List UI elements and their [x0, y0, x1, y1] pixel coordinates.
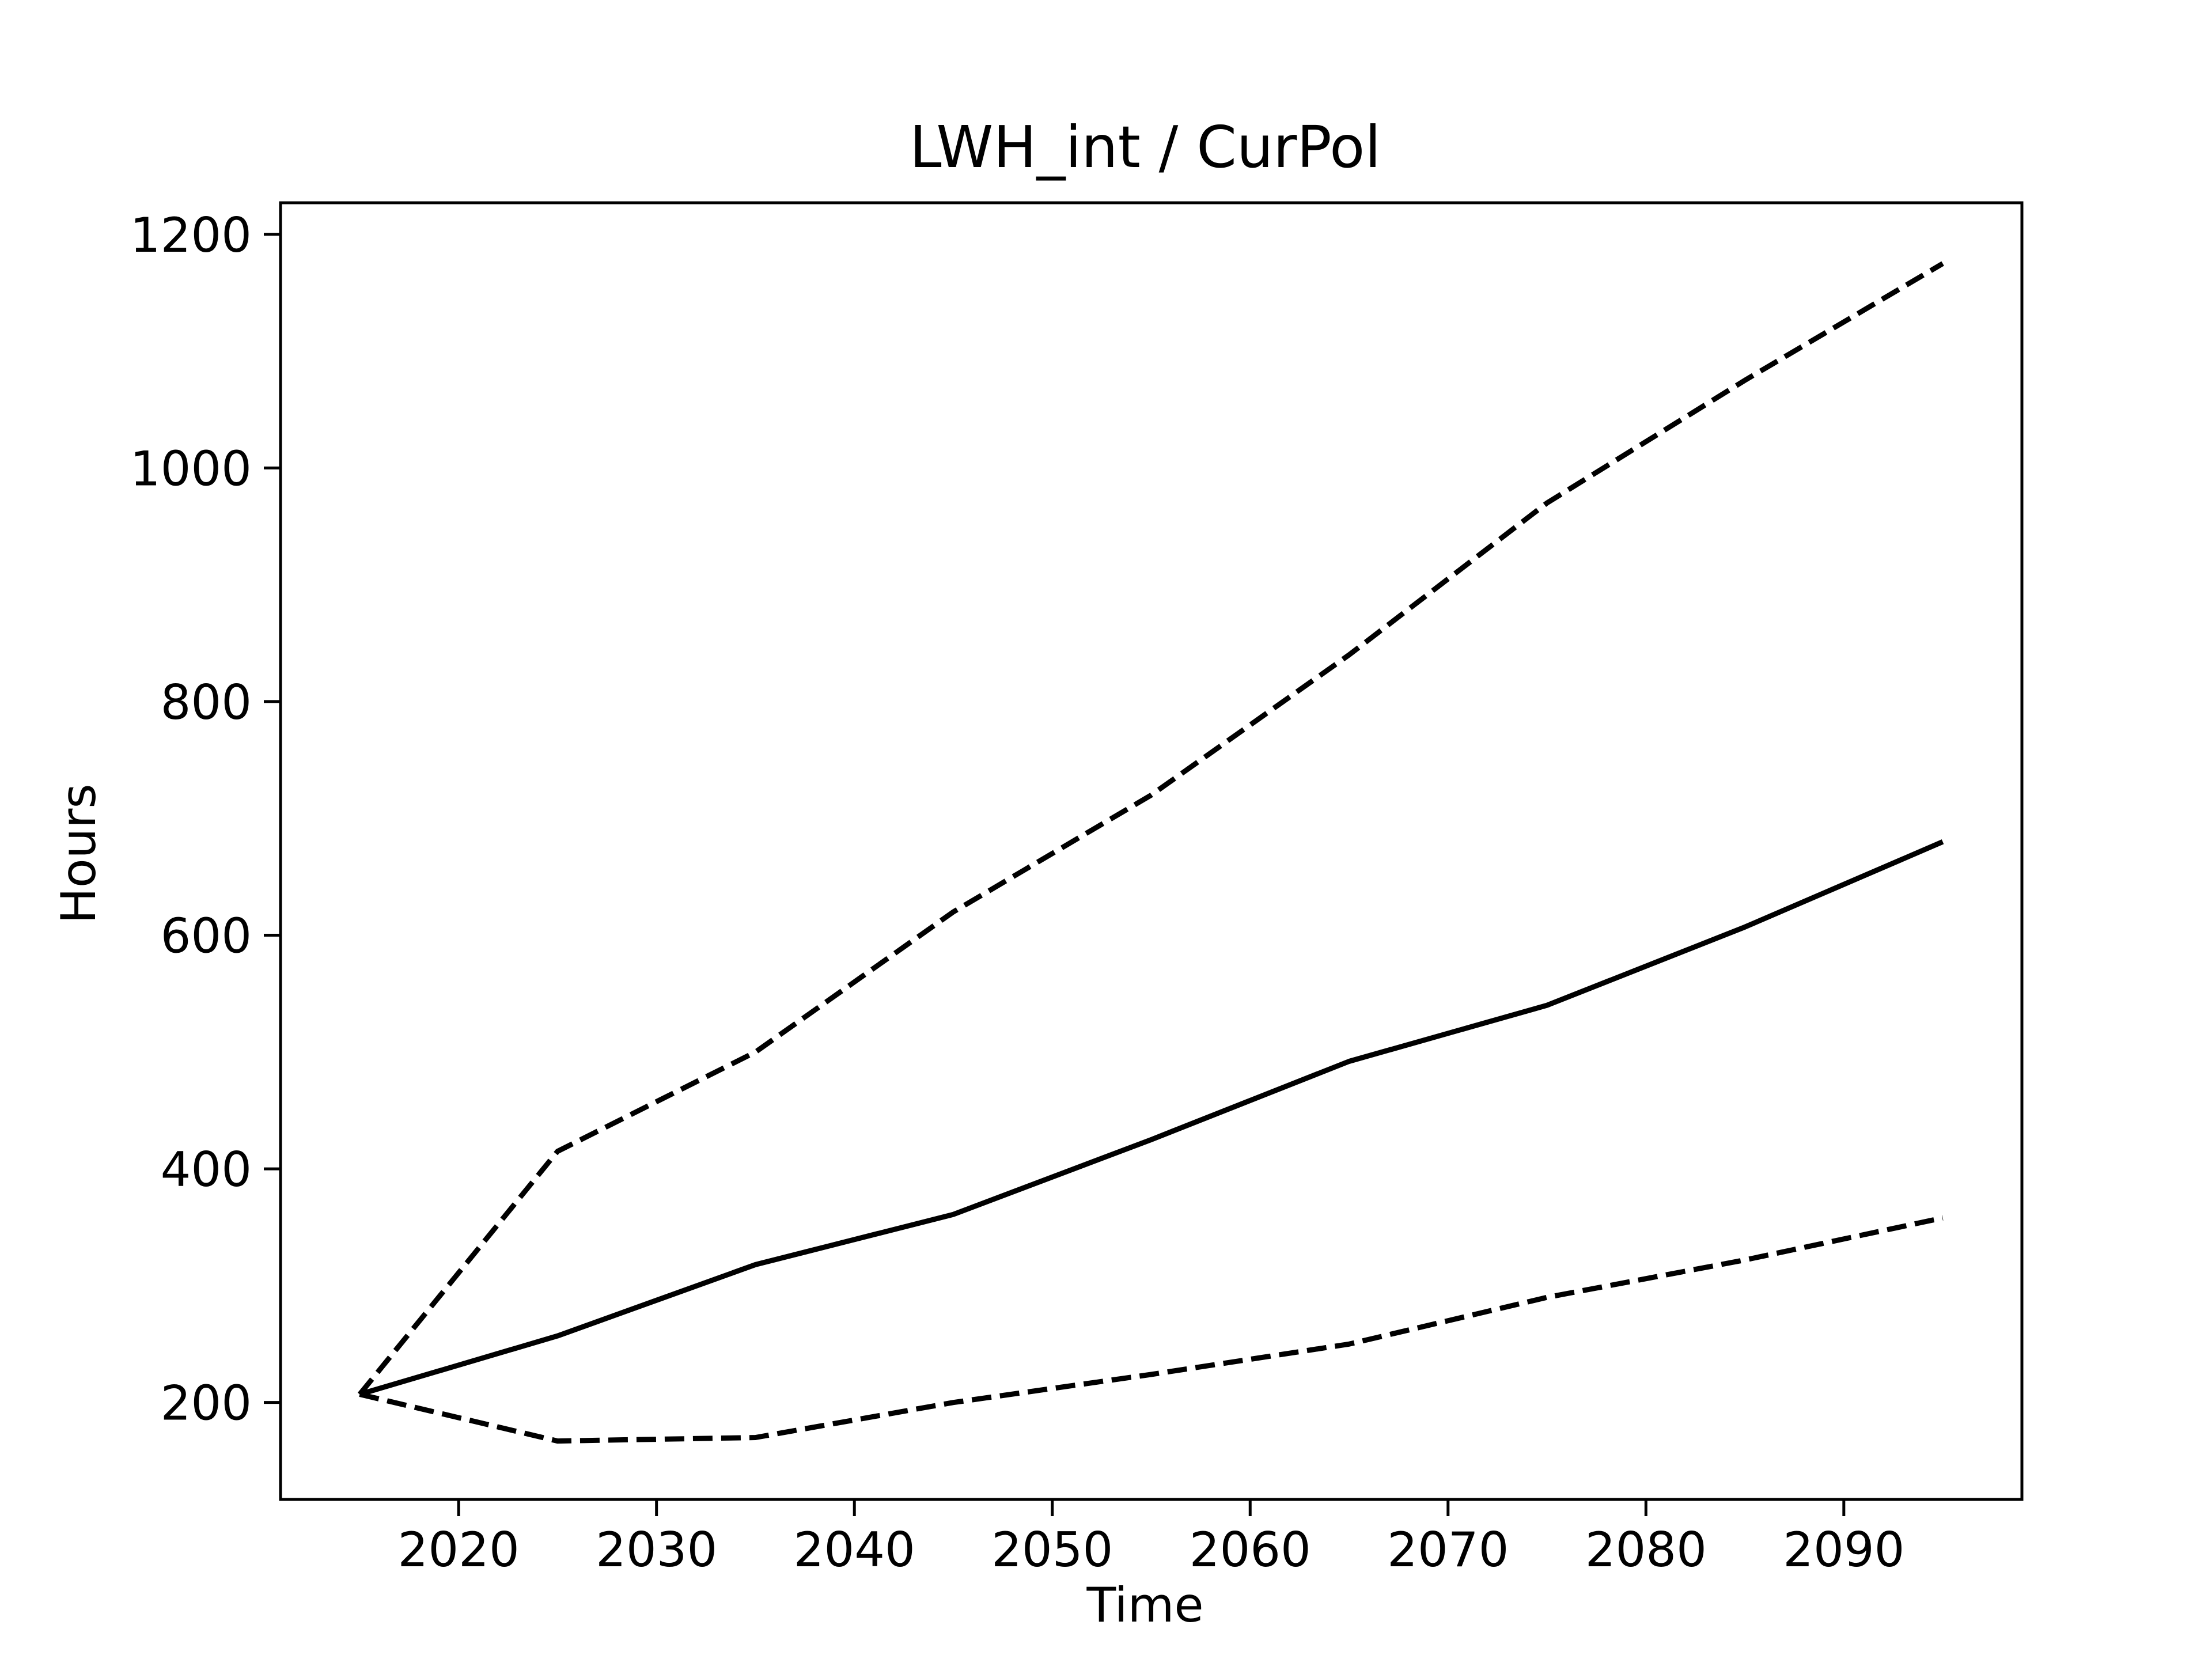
x-tick-label-2040: 2040	[794, 1522, 915, 1578]
y-tick-label-800: 800	[161, 675, 252, 730]
y-tick-label-200: 200	[161, 1376, 252, 1431]
axes-frame	[279, 201, 2024, 1501]
x-tick-label-2020: 2020	[398, 1522, 520, 1578]
y-axis-label: Hours	[51, 783, 107, 923]
x-tick-label-2030: 2030	[596, 1522, 717, 1578]
x-axis-label: Time	[1086, 1577, 1203, 1633]
x-tick-label-2050: 2050	[991, 1522, 1113, 1578]
y-tick-label-600: 600	[161, 908, 252, 964]
axes-layer: 2020 2030 2040 2050 2060 2070 2080 2090 200 400 60…	[130, 201, 2024, 1578]
chart-title: LWH_int / CurPol	[910, 113, 1381, 181]
plot-area	[281, 203, 2022, 1499]
y-tick-label-1200: 1200	[130, 207, 252, 263]
series-line-2-solid	[359, 839, 1944, 1397]
series-line-1-dashed	[357, 261, 1944, 1396]
y-tick-label-1000: 1000	[130, 441, 252, 497]
x-tick-label-2070: 2070	[1387, 1522, 1509, 1578]
series-layer	[357, 261, 1944, 1444]
x-tick-label-2060: 2060	[1190, 1522, 1311, 1578]
x-tick-label-2080: 2080	[1585, 1522, 1707, 1578]
plot-layer	[281, 203, 2022, 1499]
y-tick-label-400: 400	[161, 1142, 252, 1198]
x-tick-label-2090: 2090	[1783, 1522, 1904, 1578]
series-line-3-dashed	[359, 1215, 1944, 1444]
